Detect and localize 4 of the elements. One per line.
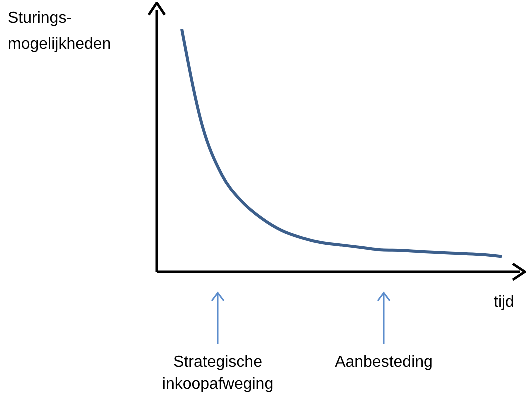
y-axis-title: Sturings-mogelijkheden	[8, 9, 112, 55]
x-axis-title: tijd	[494, 294, 514, 312]
text: Aanbesteding	[334, 353, 434, 373]
text: Strategische inkoopafweging	[161, 353, 275, 395]
